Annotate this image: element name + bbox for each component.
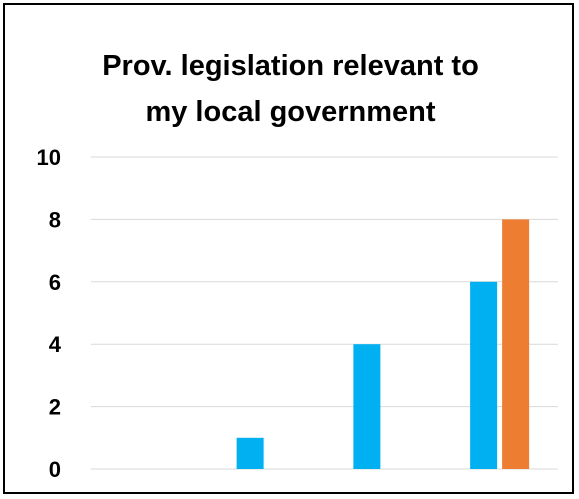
bar-series-1-category-3 bbox=[353, 344, 381, 469]
chart-title: Prov. legislation relevant to my local g… bbox=[5, 43, 576, 135]
bar-series-1-category-4 bbox=[470, 281, 498, 469]
y-tick-label: 2 bbox=[49, 395, 61, 420]
y-tick-label: 6 bbox=[49, 270, 61, 295]
bar-chart-plot: 0 2 4 6 8 10 bbox=[37, 145, 558, 482]
y-tick-label: 8 bbox=[49, 207, 61, 232]
y-tick-label: 0 bbox=[49, 457, 61, 482]
y-tick-label: 10 bbox=[37, 145, 61, 170]
chart-title-line-1: Prov. legislation relevant to bbox=[102, 50, 479, 82]
chart-title-line-2: my local government bbox=[145, 96, 436, 128]
y-tick-label: 4 bbox=[49, 332, 62, 357]
chart-frame: Prov. legislation relevant to my local g… bbox=[3, 3, 574, 494]
bar-series-2-category-4 bbox=[502, 219, 530, 469]
bars bbox=[236, 219, 530, 469]
bar-series-1-category-2 bbox=[236, 437, 264, 469]
y-axis-tick-labels: 0 2 4 6 8 10 bbox=[37, 145, 62, 482]
